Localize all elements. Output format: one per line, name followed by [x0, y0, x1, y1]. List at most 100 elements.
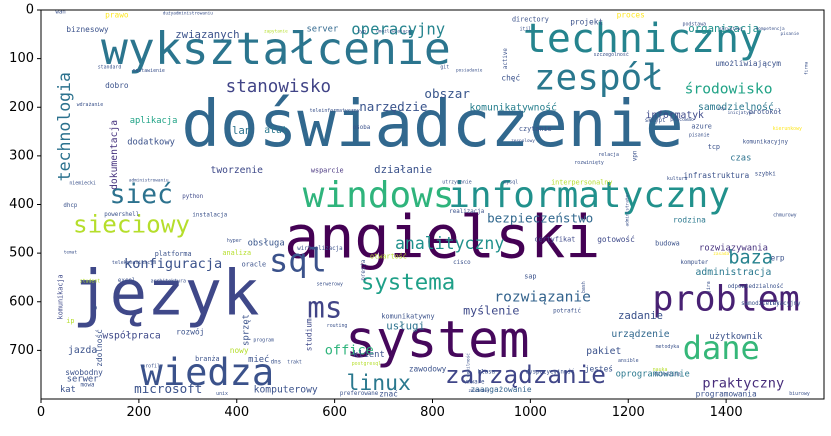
- word-92: python: [182, 194, 203, 200]
- word-28: praktyczny: [702, 375, 784, 391]
- y-tick-label-1: 100: [9, 51, 34, 66]
- word-138: teleinformatyczny: [310, 108, 360, 114]
- word-83: użytkownik: [709, 332, 763, 342]
- word-35: samodzielność: [698, 101, 774, 113]
- word-23: środowisko: [685, 80, 773, 97]
- word-122: preferowane: [340, 391, 379, 397]
- word-79: studium: [305, 318, 314, 351]
- word-100: wirtualizacja: [297, 246, 342, 252]
- word-127: b: [92, 303, 97, 312]
- word-165: typ: [357, 29, 366, 35]
- x-tick-label-2: 400: [224, 405, 249, 420]
- word-16: zarządzanie: [445, 360, 606, 389]
- word-102: presja: [361, 260, 367, 281]
- word-139: nastawienie: [132, 68, 164, 74]
- word-152: nauka: [653, 367, 668, 373]
- word-56: współpraca: [102, 329, 160, 341]
- word-178: utrzymanie: [442, 180, 471, 186]
- word-184: inicjatywa: [728, 110, 755, 116]
- word-185: pisanie: [780, 31, 799, 37]
- word-40: dodatkowy: [127, 137, 175, 147]
- word-62: oprogramowanie: [616, 370, 690, 380]
- x-tick-label-7: 1400: [710, 405, 743, 420]
- y-tick-label-3: 300: [9, 148, 34, 163]
- word-24: konfiguracja: [124, 256, 222, 272]
- word-166: umożliwiająca: [376, 28, 411, 34]
- word-137: osoba: [353, 125, 370, 131]
- word-140: standard: [98, 64, 122, 70]
- word-98: excel: [118, 278, 135, 284]
- word-104: cisco: [453, 260, 471, 266]
- word-115: odpowiedzialność: [728, 283, 784, 290]
- word-80: klient: [353, 350, 385, 360]
- word-74: kat: [60, 385, 76, 395]
- word-68: obsługa: [248, 238, 285, 248]
- word-116: relacyjny: [769, 301, 801, 307]
- word-88: projekt: [570, 18, 603, 27]
- word-144: student: [80, 278, 101, 284]
- word-41: lan: [232, 124, 251, 137]
- word-85: biznesowy: [66, 25, 109, 34]
- word-135: pisanie: [689, 132, 710, 138]
- word-30: narzędzie: [359, 99, 427, 114]
- word-134: vpn: [633, 151, 639, 161]
- word-173: posiadanie: [456, 67, 483, 73]
- word-170: kompetencja: [756, 26, 785, 32]
- word-120: klasa: [478, 369, 495, 375]
- word-157: jira: [706, 281, 712, 293]
- word-18: linux: [346, 371, 411, 396]
- word-125: dns: [271, 360, 281, 366]
- word-149: postgresql: [352, 361, 381, 367]
- word-66: czas: [730, 153, 751, 163]
- word-141: wdrażanie: [77, 102, 104, 108]
- word-121: vmware: [464, 379, 485, 385]
- word-69: certyfikat: [534, 236, 575, 244]
- word-37: server: [307, 24, 339, 34]
- word-10: wiedza: [141, 351, 275, 394]
- word-61: zawodowy: [409, 364, 447, 373]
- word-57: rozwój: [176, 327, 204, 336]
- word-19: technologia: [55, 72, 74, 181]
- word-136: niemiecki: [69, 181, 96, 187]
- word-46: komputerowy: [254, 385, 318, 396]
- word-44: działanie: [374, 163, 432, 176]
- word-163: itil: [520, 26, 532, 32]
- word-13: ms: [307, 291, 342, 325]
- word-45: usługi: [386, 320, 425, 333]
- word-177: zespolowy: [511, 138, 535, 144]
- word-7: windows: [303, 175, 455, 216]
- word-81: znać: [379, 390, 398, 399]
- word-15: sieciowy: [73, 209, 190, 238]
- word-51: administracja: [696, 267, 772, 278]
- word-128: branża: [195, 355, 220, 363]
- word-126: ip: [66, 317, 74, 325]
- word-94: instalacja: [192, 213, 227, 219]
- word-119: dyspozycyjność: [526, 368, 575, 375]
- y-tick-label-7: 700: [9, 343, 34, 358]
- word-130: skrypt: [645, 118, 666, 124]
- word-114: erp: [770, 253, 784, 262]
- word-164: active: [503, 48, 509, 69]
- word-145: profil: [142, 363, 160, 369]
- word-58: jazda: [68, 345, 97, 356]
- word-5: techniczny: [523, 16, 763, 62]
- word-167: dużyadministrowaniu: [163, 10, 214, 16]
- word-70: budowa: [655, 239, 680, 247]
- word-147: routing: [327, 323, 348, 329]
- word-156: biurowy: [789, 391, 810, 397]
- word-117: samodzielny: [741, 301, 780, 307]
- x-tick-label-3: 600: [322, 405, 347, 420]
- x-axis: 0 200 400 600 800 1000 1200 1400: [37, 399, 743, 420]
- word-52: rozwiązywania: [699, 243, 768, 253]
- word-106: infrastruktura: [683, 171, 749, 180]
- word-172: szczególność: [593, 51, 628, 58]
- word-154: metodyka: [656, 344, 680, 350]
- y-axis: 0 100 200 300 400 500 600 700: [9, 3, 41, 358]
- word-97: platforma: [155, 250, 192, 258]
- word-176: relacja: [598, 152, 619, 158]
- word-181: wan: [55, 9, 65, 15]
- word-67: wsparcie: [311, 166, 344, 174]
- words-layer: doświadczenie język angielski system wykszta…: [55, 9, 810, 398]
- word-65: rodzina: [673, 216, 706, 225]
